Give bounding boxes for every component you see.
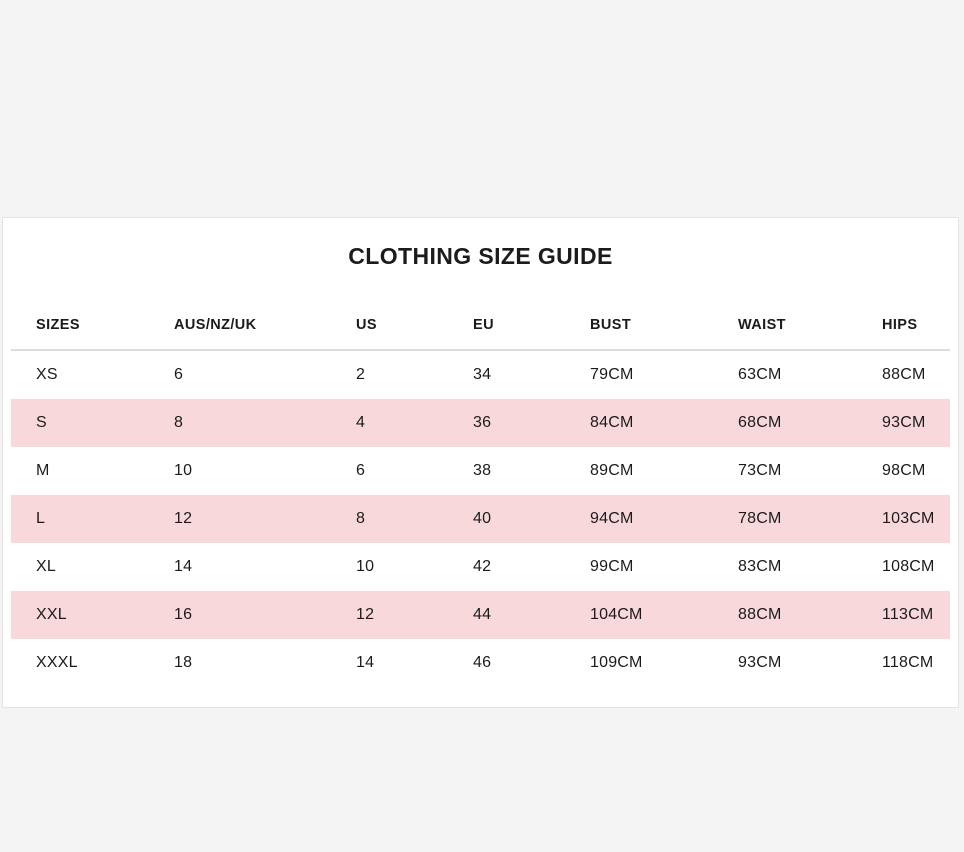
table-cell: S — [36, 414, 47, 431]
table-cell: 108CM — [882, 558, 935, 575]
table-cell: 12 — [356, 606, 375, 623]
table-cell: 8 — [356, 510, 366, 527]
table-cell: 113CM — [882, 606, 934, 623]
table-cell: 89CM — [590, 462, 634, 479]
table-cell: 94CM — [590, 510, 634, 527]
table-cell: 98CM — [882, 462, 926, 479]
table-cell: 79CM — [590, 366, 634, 383]
table-cell: 42 — [473, 558, 492, 575]
table-row-xxxl: XXXL 18 14 46 109CM 93CM 118CM — [11, 639, 950, 687]
table-row-xs: XS 6 2 34 79CM 63CM 88CM — [11, 351, 950, 399]
table-cell: 93CM — [882, 414, 926, 431]
table-cell: 6 — [356, 462, 366, 479]
table-row-m: M 10 6 38 89CM 73CM 98CM — [11, 447, 950, 495]
column-header-us: US — [356, 316, 377, 333]
table-cell: 68CM — [738, 414, 782, 431]
table-cell: 88CM — [738, 606, 782, 623]
table-cell: 104CM — [590, 606, 643, 623]
size-guide-title: CLOTHING SIZE GUIDE — [348, 243, 613, 269]
table-cell: 8 — [174, 414, 184, 431]
table-cell: 78CM — [738, 510, 782, 527]
table-cell: 38 — [473, 462, 492, 479]
table-cell: 16 — [174, 606, 193, 623]
table-row-xxl: XXL 16 12 44 104CM 88CM 113CM — [11, 591, 950, 639]
column-header-aus-nz-uk: AUS/NZ/UK — [174, 316, 257, 333]
table-row-xl: XL 14 10 42 99CM 83CM 108CM — [11, 543, 950, 591]
column-header-sizes: SIZES — [36, 316, 80, 333]
column-header-bust: BUST — [590, 316, 632, 333]
table-cell: 34 — [473, 366, 492, 383]
table-cell: XXXL — [36, 654, 78, 671]
table-cell: 40 — [473, 510, 492, 527]
table-cell: 46 — [473, 654, 492, 671]
table-cell: 18 — [174, 654, 193, 671]
table-cell: XS — [36, 366, 58, 383]
table-cell: 4 — [356, 414, 366, 431]
table-row-l: L 12 8 40 94CM 78CM 103CM — [11, 495, 950, 543]
table-cell: 14 — [174, 558, 193, 575]
column-header-eu: EU — [473, 316, 494, 333]
table-cell: 73CM — [738, 462, 782, 479]
table-cell: 83CM — [738, 558, 782, 575]
table-cell: 99CM — [590, 558, 634, 575]
table-cell: 84CM — [590, 414, 634, 431]
table-header-row: SIZES AUS/NZ/UK US EU BUST WAIST HIPS — [11, 300, 950, 351]
table-cell: 44 — [473, 606, 492, 623]
table-cell: 118CM — [882, 654, 934, 671]
table-cell: L — [36, 510, 46, 527]
table-cell: M — [36, 462, 50, 479]
table-cell: 2 — [356, 366, 366, 383]
table-cell: 88CM — [882, 366, 926, 383]
table-cell: 6 — [174, 366, 184, 383]
column-header-hips: HIPS — [882, 316, 918, 333]
table-cell: 109CM — [590, 654, 643, 671]
table-cell: 10 — [356, 558, 375, 575]
table-body: XS 6 2 34 79CM 63CM 88CM S 8 4 36 84CM 68CM 93CM M 10 6 3… — [11, 351, 950, 687]
table-cell: 12 — [174, 510, 193, 527]
table-cell: 36 — [473, 414, 492, 431]
table-cell: 14 — [356, 654, 375, 671]
table-cell: 103CM — [882, 510, 935, 527]
table-cell: 10 — [174, 462, 193, 479]
column-header-waist: WAIST — [738, 316, 786, 333]
table-cell: 93CM — [738, 654, 782, 671]
size-guide-panel: CLOTHING SIZE GUIDE SIZES AUS/NZ/UK US EU BU… — [2, 217, 959, 708]
table-cell: XXL — [36, 606, 67, 623]
table-cell: 63CM — [738, 366, 782, 383]
table-row-s: S 8 4 36 84CM 68CM 93CM — [11, 399, 950, 447]
size-guide-table: SIZES AUS/NZ/UK US EU BUST WAIST HIPS XS 6 2 34 79… — [11, 300, 950, 687]
table-cell: XL — [36, 558, 56, 575]
